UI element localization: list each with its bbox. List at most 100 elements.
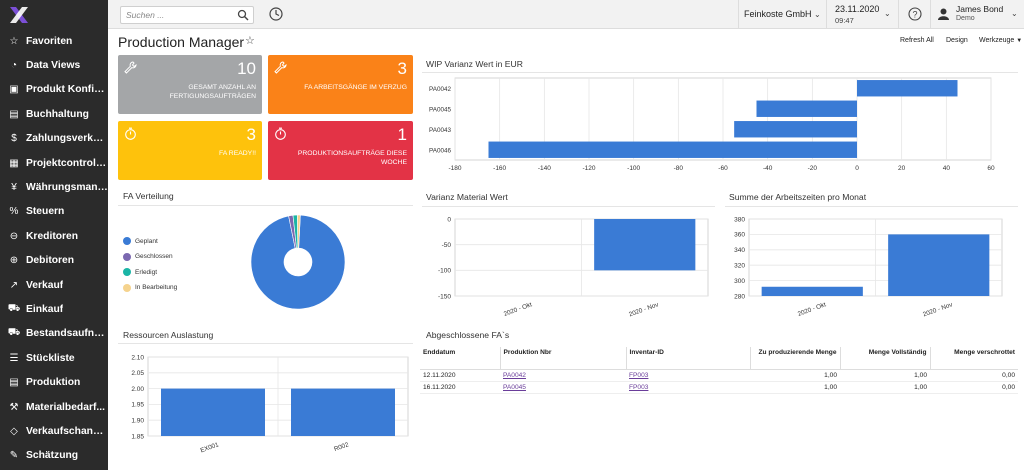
date-selector[interactable]: 23.11.2020 09:47: [835, 4, 879, 26]
sidebar-item[interactable]: ◔ Data Views: [0, 53, 108, 77]
search-input[interactable]: Suchen ...: [126, 10, 165, 20]
sidebar-item[interactable]: ▦ Projektcontrolli...: [0, 151, 108, 175]
star-icon: ☆: [9, 35, 19, 47]
kpi-value: 3: [397, 59, 407, 78]
cell-inventory-id[interactable]: FP003: [626, 369, 750, 382]
cell-enddate: 16.11.2020: [420, 381, 500, 394]
user-name: James Bond: [956, 4, 1004, 14]
x-tick-label: 2020 - Nov: [922, 301, 954, 318]
x-tick-label: -40: [763, 165, 773, 172]
x-tick-label: -160: [493, 165, 506, 172]
company-name: Feinkoste GmbH: [744, 9, 812, 19]
search-icon[interactable]: [237, 9, 249, 21]
cell-production-nbr[interactable]: PA0042: [500, 369, 626, 382]
inventory-id-link[interactable]: FP003: [629, 371, 649, 379]
production-nbr-link[interactable]: PA0045: [503, 383, 526, 391]
sidebar-item[interactable]: ✎ Schätzung: [0, 444, 108, 468]
legend-item[interactable]: Geplant: [123, 237, 158, 245]
chevron-down-icon[interactable]: ⌄: [884, 9, 891, 18]
col-header-production-nbr[interactable]: Produktion Nbr: [500, 347, 627, 370]
kpi-tile-overdue-operations[interactable]: 3 FA Arbeitsgänge im Verzug: [268, 55, 413, 114]
legend-item[interactable]: In Bearbeitung: [123, 283, 177, 292]
y-tick-label: 1.85: [131, 433, 144, 440]
y-tick-label: 380: [734, 216, 745, 223]
completed-orders-title: Abgeschlossene FA`s: [426, 330, 510, 340]
sidebar-item-label: Steuern: [26, 206, 65, 218]
x-tick-label: 60: [987, 165, 995, 172]
sidebar-item[interactable]: $ Zahlungsverkehr: [0, 127, 108, 151]
sidebar-item[interactable]: ¥ Währungsmana...: [0, 175, 108, 199]
col-header-qty-to-produce[interactable]: Zu produzierende Menge: [750, 347, 841, 370]
legend-item[interactable]: Erledigt: [123, 268, 157, 276]
stopwatch-icon: [125, 127, 136, 140]
sidebar-item[interactable]: ▤ Buchhaltung: [0, 102, 108, 126]
material-icon: ⚒: [9, 401, 19, 413]
nav-list: ☆ Favoriten ◔ Data Views ▣ Produkt Konfig... ▤…: [0, 29, 108, 468]
tools-menu-button[interactable]: Werkzeuge ▼: [979, 37, 1022, 44]
production-nbr-link[interactable]: PA0042: [503, 371, 526, 379]
estimate-icon: ✎: [9, 450, 19, 462]
bar: [888, 234, 990, 296]
x-tick-label: -60: [718, 165, 728, 172]
user-menu[interactable]: James Bond Demo: [956, 4, 1003, 24]
x-tick-label: -100: [627, 165, 640, 172]
sidebar-item[interactable]: % Steuern: [0, 200, 108, 224]
sidebar-item-label: Produktion: [26, 377, 81, 389]
refresh-all-button[interactable]: Refresh All: [900, 37, 934, 44]
y-tick-label: PA0046: [429, 147, 451, 154]
chevron-down-icon[interactable]: ⌄: [1011, 9, 1018, 18]
design-button[interactable]: Design: [946, 37, 968, 44]
sidebar-item[interactable]: ◇ Verkaufschancen: [0, 419, 108, 443]
sidebar-item[interactable]: ☆ Favoriten: [0, 29, 108, 53]
cell-production-nbr[interactable]: PA0045: [500, 381, 626, 394]
col-header-inventory-id[interactable]: Inventar-ID: [626, 347, 751, 370]
tag-icon: ◇: [10, 425, 18, 437]
sidebar-item[interactable]: ⊕ Debitoren: [0, 249, 108, 273]
col-header-enddate[interactable]: Enddatum: [420, 347, 501, 370]
work-hours-chart: 280 300 320 340 360 380 2020 - Okt 2020 - Nov: [734, 216, 1003, 318]
search-box[interactable]: Suchen ...: [120, 6, 254, 24]
table-row[interactable]: 12.11.2020 PA0042 FP003 1,00 1,00 0,00: [420, 369, 1018, 382]
history-icon[interactable]: [268, 6, 284, 22]
stopwatch-icon: [275, 127, 286, 140]
table-row[interactable]: 16.11.2020 PA0045 FP003 1,00 1,00 0,00: [420, 381, 1018, 394]
user-icon[interactable]: [938, 8, 949, 20]
kpi-tile-orders-this-week[interactable]: 1 Produktionsaufträge diese Woche: [268, 121, 413, 180]
cell-inventory-id[interactable]: FP003: [626, 381, 750, 394]
sidebar-item[interactable]: ↗ Verkauf: [0, 273, 108, 297]
x-tick-label: -120: [582, 165, 595, 172]
divider: [898, 0, 899, 29]
x-tick-label: -80: [674, 165, 684, 172]
sidebar-item-label: Debitoren: [26, 255, 75, 267]
inventory-id-link[interactable]: FP003: [629, 383, 649, 391]
sidebar-item[interactable]: ▤ Produktion: [0, 370, 108, 394]
kpi-caption: FA Arbeitsgänge im Verzug: [304, 84, 407, 91]
fa-distribution-title: FA Verteilung: [123, 191, 174, 201]
sidebar-item[interactable]: ⛟ Einkauf: [0, 297, 108, 321]
x-tick-label: EX001: [200, 441, 221, 454]
page-title: Production Manager: [118, 34, 245, 50]
y-tick-label: 1.90: [131, 418, 144, 425]
sidebar-item[interactable]: ⚒ Materialbedarf...: [0, 395, 108, 419]
favorite-star-icon[interactable]: ☆: [245, 35, 255, 47]
sidebar-item[interactable]: ☰ Stückliste: [0, 346, 108, 370]
sidebar-item[interactable]: ▣ Produkt Konfig...: [0, 78, 108, 102]
help-icon[interactable]: ?: [908, 7, 922, 21]
logo[interactable]: [0, 0, 108, 29]
bar: [594, 219, 696, 271]
legend-item[interactable]: Geschlossen: [123, 252, 173, 261]
legend-swatch: [123, 268, 131, 276]
kpi-tile-total-orders[interactable]: 10 Gesamt Anzahl an Fertigungsaufträgen: [118, 55, 262, 114]
col-header-qty-complete[interactable]: Menge Vollständig: [840, 347, 931, 370]
project-icon: ▦: [9, 157, 19, 169]
sidebar-item-label: Buchhaltung: [26, 108, 89, 120]
plus-circle-icon: ⊕: [9, 255, 19, 267]
business-date: 23.11.2020: [835, 4, 880, 14]
sidebar-item[interactable]: ⛟ Bestandsaufna...: [0, 322, 108, 346]
kpi-tile-fa-ready[interactable]: 3 FA Ready!!: [118, 121, 262, 180]
divider: [118, 343, 413, 344]
sidebar-item[interactable]: ⊖ Kreditoren: [0, 224, 108, 248]
company-selector[interactable]: Feinkoste GmbH ⌄: [744, 9, 821, 19]
sidebar-item-label: Verkaufschancen: [26, 425, 108, 437]
col-header-qty-scrapped[interactable]: Menge verschrottet: [930, 347, 1018, 370]
